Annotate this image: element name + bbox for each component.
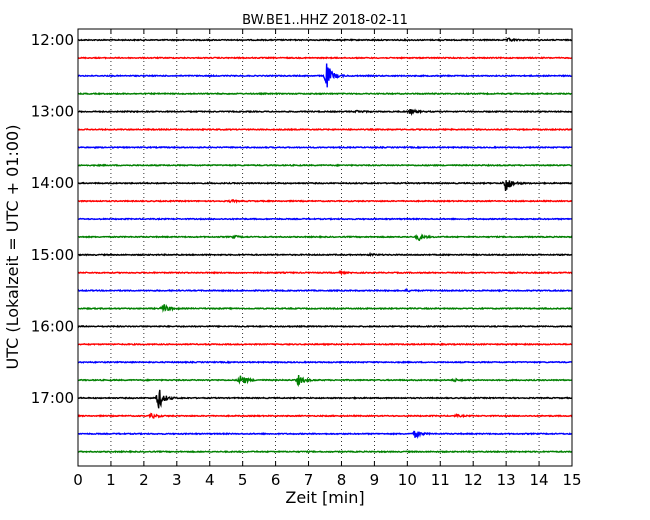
trace-1515 (77, 269, 573, 277)
trace-1730 (77, 430, 573, 439)
x-tick-label: 13 (497, 471, 516, 489)
trace-1645 (77, 374, 573, 387)
traces (77, 37, 573, 454)
trace-1415 (77, 198, 573, 204)
x-tick-label: 15 (562, 471, 581, 489)
trace-1615 (77, 342, 573, 347)
x-axis-label: Zeit [min] (285, 488, 364, 507)
trace-1545 (77, 304, 573, 313)
y-tick-label: 15:00 (31, 246, 74, 264)
y-axis-label: UTC (Lokalzeit = UTC + 01:00) (3, 125, 22, 370)
chart-title: BW.BE1..HHZ 2018-02-11 (242, 13, 408, 28)
trace-1315 (77, 127, 573, 132)
y-tick-label: 16:00 (31, 317, 74, 335)
trace-1630 (77, 360, 573, 364)
y-tick-label: 14:00 (31, 174, 74, 192)
trace-1430 (77, 217, 573, 221)
trace-1215 (77, 56, 573, 60)
x-tick-label: 6 (271, 471, 281, 489)
trace-1400 (77, 180, 573, 192)
x-tick-label: 8 (337, 471, 347, 489)
x-tick-label: 10 (398, 471, 417, 489)
trace-1700 (77, 389, 573, 409)
trace-1600 (77, 324, 573, 329)
x-tick-label: 1 (106, 471, 116, 489)
trace-1300 (77, 108, 573, 116)
x-tick-label: 12 (464, 471, 483, 489)
trace-1715 (77, 412, 573, 419)
trace-1745 (77, 449, 573, 454)
trace-1345 (77, 163, 573, 168)
x-tick-label: 14 (530, 471, 549, 489)
x-tick-label: 2 (139, 471, 149, 489)
x-tick-label: 5 (238, 471, 248, 489)
x-tick-label: 7 (304, 471, 314, 489)
y-tick-label: 12:00 (31, 31, 74, 49)
x-tick-label: 9 (370, 471, 380, 489)
x-tick-label: 0 (73, 471, 83, 489)
x-tick-label: 3 (172, 471, 182, 489)
x-tick-label: 4 (205, 471, 215, 489)
trace-1530 (77, 287, 573, 293)
trace-1200 (77, 37, 573, 43)
grid (110, 29, 540, 466)
trace-1230 (77, 63, 573, 88)
y-tick-label: 13:00 (31, 103, 74, 121)
trace-1500 (77, 251, 573, 257)
y-tick-label: 17:00 (31, 389, 74, 407)
y-axis: 12:00 13:00 14:00 15:00 16:00 17:00 (31, 31, 572, 407)
trace-1330 (77, 145, 573, 150)
x-axis: 0 1 2 3 4 5 6 7 8 9 10 11 12 13 14 15 (73, 29, 582, 489)
x-tick-label: 11 (431, 471, 450, 489)
trace-1445 (77, 233, 573, 242)
plot-frame (77, 28, 573, 467)
trace-1245 (77, 91, 573, 96)
